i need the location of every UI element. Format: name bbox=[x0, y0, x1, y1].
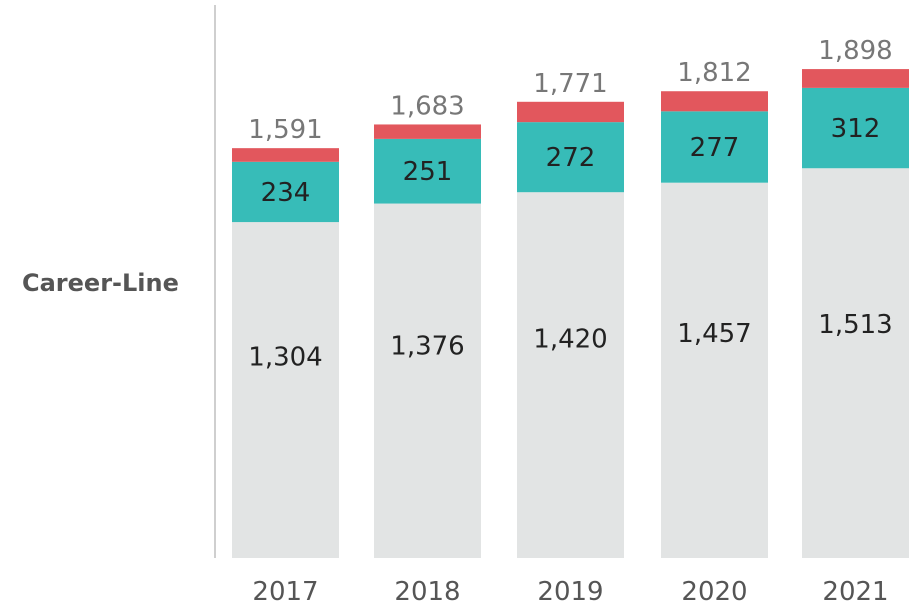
career-line-segment-2020 bbox=[661, 182, 768, 558]
teal-value-label-2018: 251 bbox=[403, 157, 453, 187]
x-tick-label-2018: 2018 bbox=[394, 577, 460, 607]
career-line-value-label-2019: 1,420 bbox=[533, 325, 607, 355]
red-segment-2020 bbox=[661, 91, 768, 112]
career-line-segment-2019 bbox=[517, 192, 624, 558]
teal-value-label-2017: 234 bbox=[261, 178, 311, 208]
total-label-2017: 1,591 bbox=[248, 115, 322, 145]
total-label-2018: 1,683 bbox=[390, 91, 464, 121]
career-line-value-label-2017: 1,304 bbox=[248, 342, 322, 372]
teal-segment-2020 bbox=[661, 111, 768, 183]
teal-segment-2021 bbox=[802, 87, 909, 169]
total-label-2019: 1,771 bbox=[533, 69, 607, 99]
career-line-segment-2021 bbox=[802, 168, 909, 558]
bars-group bbox=[232, 69, 909, 558]
teal-value-label-2019: 272 bbox=[546, 143, 596, 173]
teal-value-label-2020: 277 bbox=[690, 133, 740, 163]
x-tick-label-2017: 2017 bbox=[252, 577, 318, 607]
red-segment-2019 bbox=[517, 101, 624, 123]
red-segment-2021 bbox=[802, 69, 909, 88]
x-tick-label-2019: 2019 bbox=[537, 577, 603, 607]
x-tick-label-2020: 2020 bbox=[681, 577, 747, 607]
career-line-segment-2017 bbox=[232, 222, 339, 558]
x-tick-label-2021: 2021 bbox=[822, 577, 888, 607]
red-segment-2017 bbox=[232, 148, 339, 162]
total-label-2020: 1,812 bbox=[677, 58, 751, 88]
career-line-value-label-2020: 1,457 bbox=[677, 319, 751, 349]
teal-segment-2017 bbox=[232, 161, 339, 223]
career-line-segment-2018 bbox=[374, 203, 481, 558]
career-line-value-label-2021: 1,513 bbox=[818, 310, 892, 340]
total-label-2021: 1,898 bbox=[818, 36, 892, 66]
teal-segment-2018 bbox=[374, 138, 481, 204]
red-segment-2018 bbox=[374, 124, 481, 139]
labels-group: 1,304 234 1,591 2017 1,376 251 1,683 2018 1,420 2… bbox=[248, 36, 892, 607]
career-line-value-label-2018: 1,376 bbox=[390, 331, 464, 361]
teal-segment-2019 bbox=[517, 122, 624, 193]
teal-value-label-2021: 312 bbox=[831, 114, 881, 144]
row-label: Career-Line bbox=[22, 269, 179, 297]
